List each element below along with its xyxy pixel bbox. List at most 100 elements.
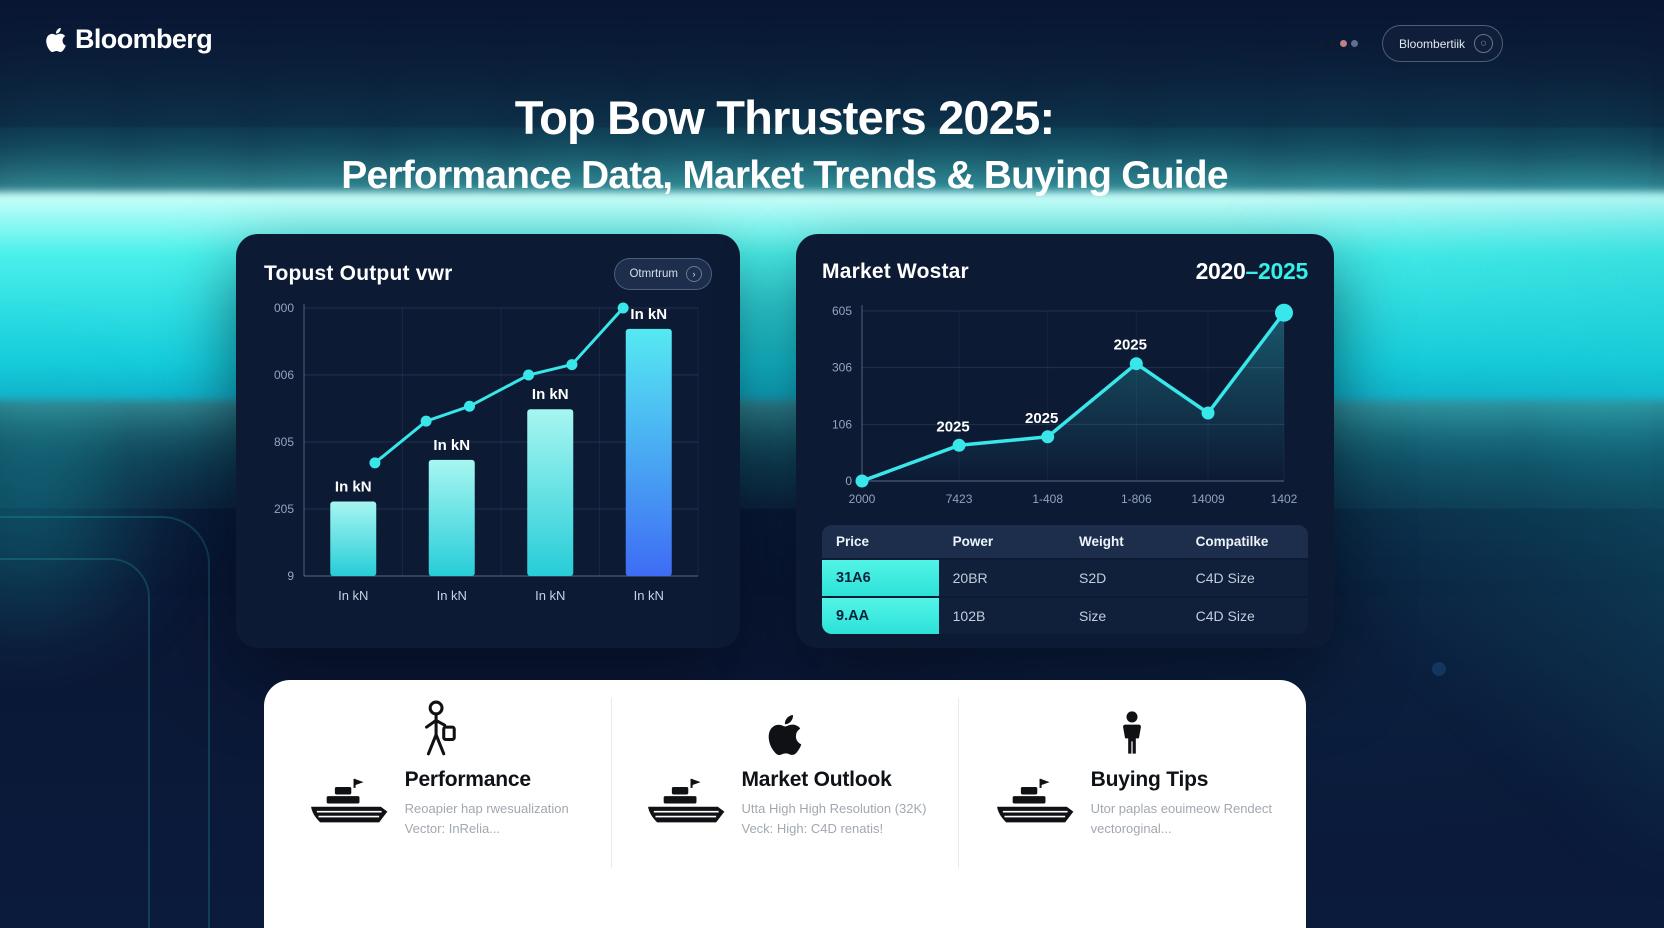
table-cell: S2D	[1064, 558, 1182, 596]
person-icon	[1119, 698, 1145, 758]
period-start: 2020	[1195, 258, 1246, 284]
y-tick-label: 9	[287, 569, 294, 583]
header-pill-button[interactable]: Bloombertiik ◌	[1382, 25, 1504, 62]
line-point	[1275, 303, 1293, 322]
table-header-cell: Power	[938, 525, 1065, 558]
table-cell: C4D Size	[1181, 558, 1308, 596]
point-label: 2025	[1025, 410, 1058, 427]
footer-subtitle-line: Veck: High: C4D renatis!	[741, 820, 884, 836]
footer-subtitle-line: Vector: InRelia...	[404, 820, 501, 836]
x-tick-label: 14009	[1191, 492, 1225, 506]
decorative-outline	[0, 516, 210, 928]
person-outline-icon	[417, 698, 459, 758]
title-line-1: Top Bow Thrusters 2025:	[514, 91, 1055, 144]
refresh-icon: ◌	[1474, 34, 1494, 53]
boat-icon	[993, 775, 1075, 832]
table-header-cell: Weight	[1064, 525, 1182, 558]
line-point	[420, 415, 432, 427]
trend-line	[861, 311, 1286, 483]
bar-label: In kN	[630, 306, 667, 323]
footer-subtitle-line: vectoroginal...	[1090, 820, 1172, 836]
table-header-cell: Compatilke	[1181, 525, 1308, 558]
point-label: 2025	[936, 418, 969, 435]
x-tick-label: 1402	[1271, 492, 1298, 506]
bar	[428, 459, 475, 576]
table-cell: 102B	[938, 596, 1065, 634]
bar	[527, 409, 574, 576]
line-point	[463, 400, 475, 412]
x-tick-label: In kN	[338, 588, 368, 603]
nav-dot[interactable]	[1329, 40, 1336, 47]
y-tick-label: 000	[274, 301, 294, 315]
decorative-dot	[1432, 662, 1446, 676]
nav-dot[interactable]	[1351, 40, 1358, 47]
table-cell: 9.AA	[822, 596, 939, 634]
footer-title: Market Outlook	[741, 768, 892, 791]
line-point	[1201, 406, 1215, 420]
nav-dot[interactable]	[1318, 40, 1325, 47]
bar-label: In kN	[335, 479, 372, 496]
footer-subtitle-line: Reoapier hap rwesualization	[404, 801, 569, 816]
bar	[625, 328, 672, 576]
boat-icon	[307, 775, 389, 832]
period-end: –2025	[1245, 258, 1309, 284]
apple-icon	[765, 698, 805, 758]
line-point	[523, 369, 535, 381]
table-header-row: Price Power Weight Compatilke	[822, 525, 1308, 558]
y-tick-label: 805	[274, 435, 294, 449]
x-tick-label: 1-806	[1121, 492, 1152, 506]
x-tick-label: In kN	[535, 588, 565, 603]
brand-logo: Bloomberg	[44, 24, 213, 55]
thrust-bar-chart: 000 006 805 205 9 In kN In kN In kN In kN In kN In…	[264, 300, 712, 614]
footer-subtitle-line: Utor paplas eouimeow Rendect	[1090, 801, 1273, 816]
boat-icon	[644, 775, 726, 832]
table-cell: 20BR	[938, 558, 1065, 596]
nav-dot[interactable]	[1340, 40, 1347, 47]
table-cell: C4D Size	[1181, 596, 1308, 634]
line-point	[1129, 357, 1143, 371]
footer-item-performance: Performance Reoapier hap rwesualization …	[264, 698, 611, 928]
x-tick-label: 2000	[849, 492, 876, 506]
left-edge-glow	[0, 290, 240, 720]
decorative-outline	[0, 558, 150, 928]
table-row: 9.AA 102B Size C4D Size	[822, 596, 1308, 634]
apple-icon	[44, 26, 68, 54]
y-tick-label: 205	[274, 502, 294, 516]
x-tick-label: In kN	[437, 588, 467, 603]
footer-item-buying-tips: Buying Tips Utor paplas eouimeow Rendect…	[959, 698, 1306, 928]
line-point	[566, 359, 578, 371]
y-tick-label: 0	[845, 474, 852, 488]
table-cell: 31A6	[822, 558, 939, 596]
market-line-chart: 605 306 106 0 2000 2025 7423 2025 1-408 2025 1-806…	[822, 295, 1308, 517]
footer-title: Performance	[404, 768, 531, 791]
period-range: 2020–2025	[1195, 258, 1309, 285]
line-point	[952, 438, 966, 452]
y-tick-label: 605	[832, 304, 852, 318]
line-point	[369, 457, 381, 469]
x-tick-label: 1-408	[1032, 492, 1063, 506]
table-header-cell: Price	[822, 525, 939, 558]
point-label: 2025	[1114, 337, 1147, 354]
market-trend-card: Market Wostar 2020–2025 605 306 106 0 2000 20…	[796, 234, 1334, 648]
chevron-right-icon: ›	[686, 266, 702, 282]
nav-dots	[1318, 40, 1358, 47]
line-point	[855, 474, 869, 488]
area-fill	[862, 312, 1284, 481]
market-card-title: Market Wostar	[822, 259, 969, 283]
thrust-card-filter-label: Otmrtrum	[629, 268, 678, 280]
bar	[330, 501, 377, 576]
line-point	[1041, 430, 1055, 444]
y-tick-label: 106	[832, 417, 852, 431]
footer-divider	[611, 698, 612, 868]
table-row: 31A6 20BR S2D C4D Size	[822, 558, 1308, 596]
thrust-card-title: Topust Output vwr	[264, 262, 453, 285]
footer-item-market-outlook: Market Outlook Utta High High Resolution…	[611, 698, 958, 928]
y-tick-label: 006	[274, 368, 294, 382]
spec-table: Price Power Weight Compatilke 31A6 20BR S2D C4D…	[822, 525, 1308, 634]
footer-divider	[958, 698, 959, 868]
thrust-output-card: Topust Output vwr Otmrtrum › 000 006 805 20…	[236, 234, 740, 648]
thrust-card-filter-button[interactable]: Otmrtrum ›	[614, 258, 712, 290]
trend-line	[373, 306, 625, 465]
line-point	[617, 302, 629, 314]
